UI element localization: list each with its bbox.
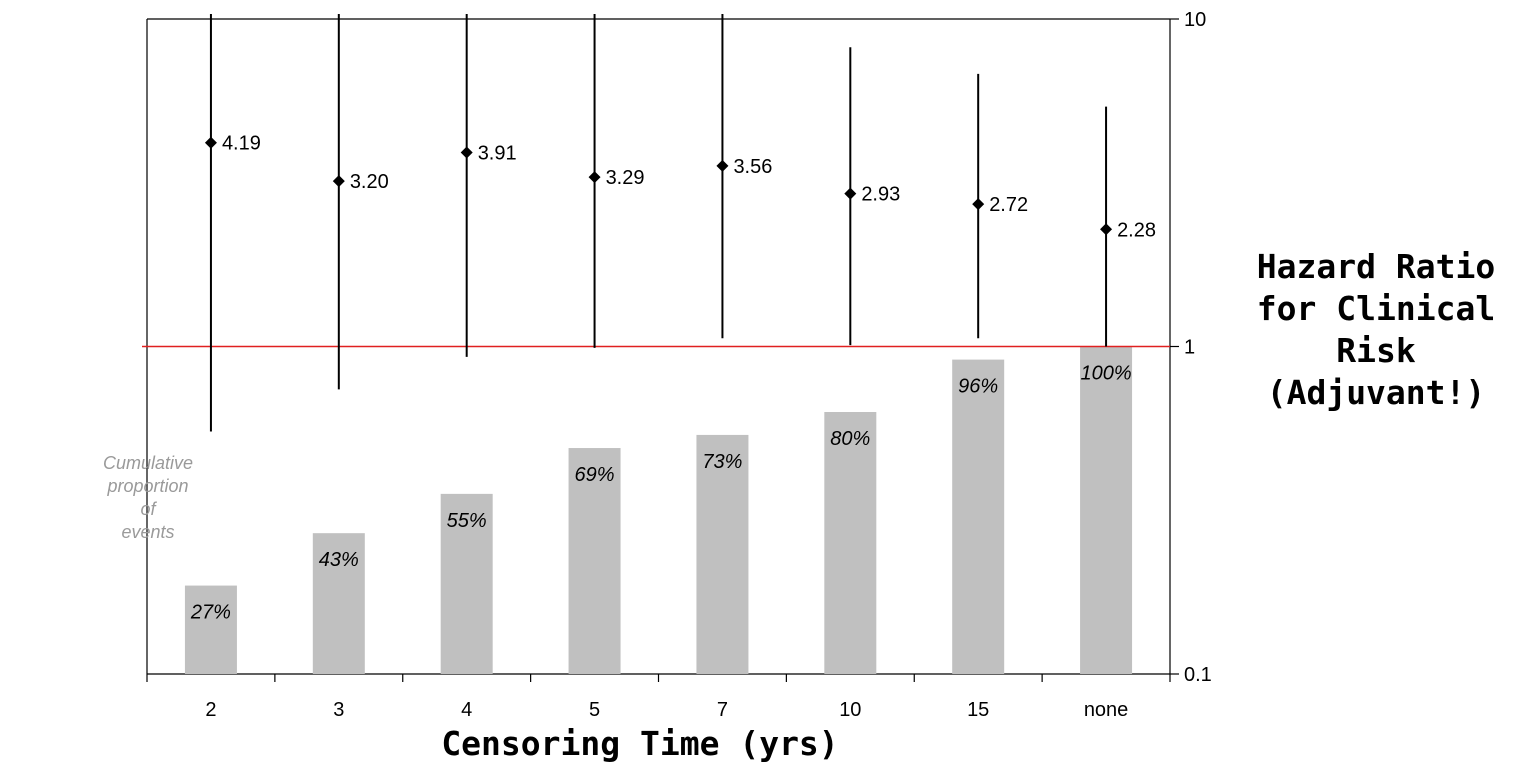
- hr-point-3: [332, 175, 345, 188]
- bar-15: [952, 359, 1005, 674]
- hr-point-5: [588, 171, 601, 184]
- right-axis-title: Hazard Ratio for Clinical Risk (Adjuvant…: [1256, 247, 1496, 412]
- x-axis-title: Censoring Time (yrs): [441, 724, 839, 763]
- hr-point-10: [844, 187, 857, 200]
- x-axis-ticks: 2 3 4 5 7 10 15 none: [146, 674, 1171, 721]
- hr-label-5: 3.29: [606, 167, 645, 189]
- bar-label-2: 27%: [190, 602, 231, 624]
- x-tick-label-10: 10: [839, 699, 861, 721]
- hr-label-none: 2.28: [1117, 219, 1156, 241]
- hr-label-3: 3.20: [350, 171, 389, 193]
- bar-label-15: 96%: [958, 376, 998, 398]
- bar-4: [440, 493, 493, 674]
- hr-label-2: 4.19: [222, 133, 261, 155]
- hr-label-10: 2.93: [861, 184, 900, 206]
- hr-point-4: [460, 146, 473, 159]
- hr-label-7: 3.56: [733, 156, 772, 178]
- x-tick-label-none: none: [1084, 699, 1129, 721]
- bar-10: [824, 412, 877, 674]
- bar-5: [568, 448, 621, 674]
- x-tick-label-3: 3: [333, 699, 344, 721]
- bar-label-4: 55%: [447, 510, 487, 532]
- left-axis-label: Cumulative proportion of events: [102, 453, 194, 542]
- x-tick-label-5: 5: [589, 699, 600, 721]
- y-tick-label-0.1: 0.1: [1184, 664, 1212, 686]
- hr-label-4: 3.91: [478, 143, 517, 165]
- bar-series: 27% 43% 55% 69% 73% 80% 96% 100%: [184, 346, 1133, 674]
- hr-point-15: [972, 198, 985, 211]
- bar-label-none: 100%: [1080, 363, 1131, 385]
- bar-label-5: 69%: [575, 464, 615, 486]
- bar-none: [1080, 346, 1133, 674]
- x-tick-label-15: 15: [967, 699, 989, 721]
- x-tick-label-4: 4: [461, 699, 472, 721]
- bar-label-7: 73%: [702, 451, 742, 473]
- bar-label-10: 80%: [830, 428, 870, 450]
- right-axis-ticks: 10 1 0.1: [1170, 9, 1212, 686]
- hr-label-15: 2.72: [989, 194, 1028, 216]
- bar-label-3: 43%: [319, 549, 359, 571]
- y-tick-label-10: 10: [1184, 9, 1206, 31]
- x-tick-label-7: 7: [717, 699, 728, 721]
- bar-2: [184, 585, 237, 674]
- hr-point-7: [716, 159, 729, 172]
- hr-point-2: [204, 136, 217, 149]
- y-tick-label-1: 1: [1184, 337, 1195, 359]
- hazard-ratio-series: 4.19 3.20 3.91 3.29 3.56 2.93 2.72 2.28: [204, 14, 1156, 432]
- bar-7: [696, 434, 749, 674]
- x-tick-label-2: 2: [205, 699, 216, 721]
- bar-3: [312, 533, 365, 674]
- hr-point-none: [1100, 223, 1113, 236]
